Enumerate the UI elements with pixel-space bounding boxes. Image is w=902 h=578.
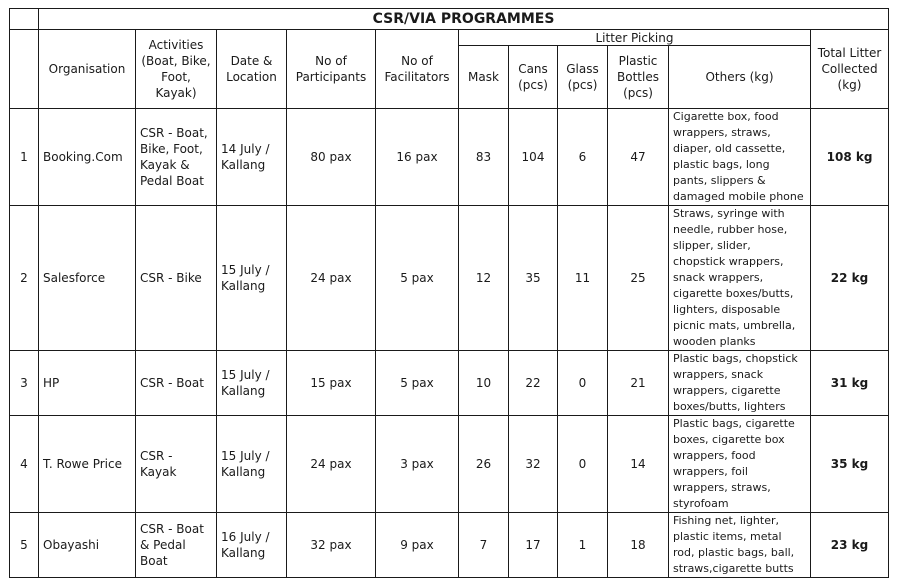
row-number: 4 <box>9 415 39 513</box>
total-cell: 31 kg <box>809 350 890 416</box>
activities-cell: CSR - Bike <box>135 205 217 351</box>
glass-cell: 11 <box>557 205 608 351</box>
facilitators-cell: 5 pax <box>375 205 459 351</box>
cans-cell: 104 <box>508 108 558 206</box>
header-date-location: Date & Location <box>216 29 287 109</box>
date-location-cell: 15 July / Kallang <box>216 350 287 416</box>
header-plastic-bottles: Plastic Bottles (pcs) <box>607 45 669 109</box>
total-cell: 23 kg <box>809 512 890 578</box>
csr-programmes-table: CSR/VIA PROGRAMMES Organisation Activiti… <box>9 8 890 578</box>
table-row: 4 T. Rowe Price CSR - Kayak 15 July / Ka… <box>9 415 890 513</box>
row-number: 1 <box>9 108 39 206</box>
row-number: 2 <box>9 205 39 351</box>
plastic-bottles-cell: 14 <box>607 415 669 513</box>
facilitators-cell: 3 pax <box>375 415 459 513</box>
header-cans: Cans (pcs) <box>508 45 558 109</box>
date-location-cell: 14 July / Kallang <box>216 108 287 206</box>
others-cell: Cigarette box, food wrappers, straws, di… <box>668 108 811 206</box>
header-glass: Glass (pcs) <box>557 45 608 109</box>
mask-cell: 12 <box>458 205 509 351</box>
organisation-cell: Obayashi <box>38 512 136 578</box>
participants-cell: 24 pax <box>286 205 376 351</box>
total-cell: 35 kg <box>809 415 890 513</box>
others-cell: Fishing net, lighter, plastic items, met… <box>668 512 811 578</box>
index-header-blank <box>9 29 39 109</box>
header-participants: No of Participants <box>286 29 376 109</box>
header-mask: Mask <box>458 45 509 109</box>
organisation-cell: HP <box>38 350 136 416</box>
plastic-bottles-cell: 47 <box>607 108 669 206</box>
table-title: CSR/VIA PROGRAMMES <box>37 8 890 30</box>
plastic-bottles-cell: 18 <box>607 512 669 578</box>
glass-cell: 0 <box>557 350 608 416</box>
participants-cell: 15 pax <box>286 350 376 416</box>
organisation-cell: T. Rowe Price <box>38 415 136 513</box>
cans-cell: 17 <box>508 512 558 578</box>
participants-cell: 80 pax <box>286 108 376 206</box>
glass-cell: 0 <box>557 415 608 513</box>
activities-cell: CSR - Boat, Bike, Foot, Kayak & Pedal Bo… <box>135 108 217 206</box>
glass-cell: 6 <box>557 108 608 206</box>
cans-cell: 32 <box>508 415 558 513</box>
others-cell: Straws, syringe with needle, rubber hose… <box>668 205 811 351</box>
activities-cell: CSR - Boat <box>135 350 217 416</box>
organisation-cell: Booking.Com <box>38 108 136 206</box>
others-cell: Plastic bags, chopstick wrappers, snack … <box>668 350 811 416</box>
table-row: 2 Salesforce CSR - Bike 15 July / Kallan… <box>9 205 890 351</box>
plastic-bottles-cell: 21 <box>607 350 669 416</box>
total-cell: 108 kg <box>809 108 890 206</box>
table-row: 3 HP CSR - Boat 15 July / Kallang 15 pax… <box>9 350 890 416</box>
plastic-bottles-cell: 25 <box>607 205 669 351</box>
table-row: 5 Obayashi CSR - Boat & Pedal Boat 16 Ju… <box>9 512 890 578</box>
mask-cell: 26 <box>458 415 509 513</box>
header-organisation: Organisation <box>38 29 136 109</box>
date-location-cell: 15 July / Kallang <box>216 205 287 351</box>
corner-blank-cell <box>9 8 39 30</box>
header-facilitators: No of Facilitators <box>375 29 459 109</box>
facilitators-cell: 9 pax <box>375 512 459 578</box>
activities-cell: CSR - Boat & Pedal Boat <box>135 512 217 578</box>
cans-cell: 35 <box>508 205 558 351</box>
header-activities: Activities (Boat, Bike, Foot, Kayak) <box>135 29 217 109</box>
header-litter-picking: Litter Picking <box>458 29 811 46</box>
table-row: 1 Booking.Com CSR - Boat, Bike, Foot, Ka… <box>9 108 890 206</box>
organisation-cell: Salesforce <box>38 205 136 351</box>
total-cell: 22 kg <box>809 205 890 351</box>
header-others: Others (kg) <box>668 45 811 109</box>
activities-cell: CSR - Kayak <box>135 415 217 513</box>
header-total: Total Litter Collected (kg) <box>809 29 890 109</box>
facilitators-cell: 16 pax <box>375 108 459 206</box>
mask-cell: 83 <box>458 108 509 206</box>
date-location-cell: 16 July / Kallang <box>216 512 287 578</box>
participants-cell: 24 pax <box>286 415 376 513</box>
date-location-cell: 15 July / Kallang <box>216 415 287 513</box>
participants-cell: 32 pax <box>286 512 376 578</box>
mask-cell: 7 <box>458 512 509 578</box>
row-number: 5 <box>9 512 39 578</box>
mask-cell: 10 <box>458 350 509 416</box>
row-number: 3 <box>9 350 39 416</box>
glass-cell: 1 <box>557 512 608 578</box>
facilitators-cell: 5 pax <box>375 350 459 416</box>
others-cell: Plastic bags, cigarette boxes, cigarette… <box>668 415 811 513</box>
cans-cell: 22 <box>508 350 558 416</box>
